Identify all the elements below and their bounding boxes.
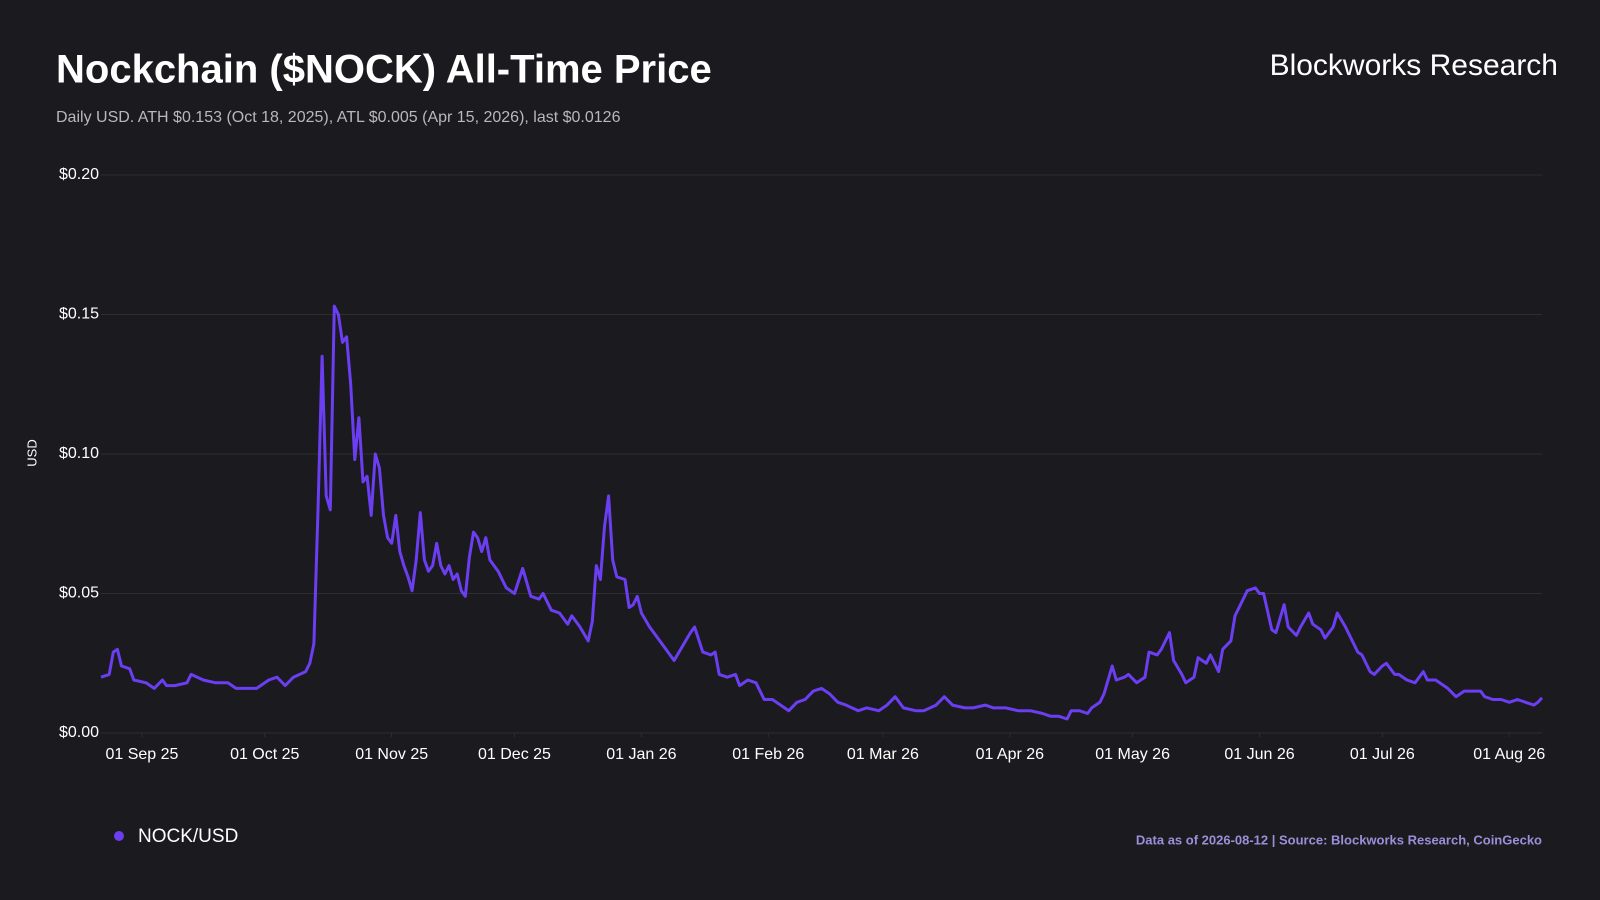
x-tick-label: 01 Sep 25 [105,746,178,763]
x-tick-label: 01 May 26 [1095,746,1170,763]
legend-label: NOCK/USD [138,826,238,847]
y-axis-label: USD [24,439,39,466]
chart-subtitle: Daily USD. ATH $0.153 (Oct 18, 2025), AT… [56,109,621,126]
y-tick-label: $0.20 [59,166,99,183]
x-tick-label: 01 Oct 25 [230,746,299,763]
x-tick-label: 01 Jan 26 [606,746,676,763]
brand: Blockworks Research [1270,49,1558,82]
y-tick-label: $0.10 [59,445,99,462]
x-tick-label: 01 Mar 26 [847,746,919,763]
x-tick-label: 01 Aug 26 [1473,746,1545,763]
y-tick-label: $0.05 [59,585,99,602]
x-tick-label: 01 Jul 26 [1350,746,1415,763]
footer: Data as of 2026-08-12 | Source: Blockwor… [1136,832,1542,847]
chart-title: Nockchain ($NOCK) All-Time Price [56,48,712,92]
x-tick-label: 01 Nov 25 [355,746,428,763]
price-line [100,304,1544,721]
x-tick-label: 01 Apr 26 [976,746,1045,763]
x-tick-label: 01 Feb 26 [732,746,804,763]
legend-marker [114,831,124,841]
x-tick-label: 01 Jun 26 [1224,746,1294,763]
y-tick-label: $0.15 [59,306,99,323]
x-tick-label: 01 Dec 25 [478,746,551,763]
y-tick-label: $0.00 [59,724,99,741]
